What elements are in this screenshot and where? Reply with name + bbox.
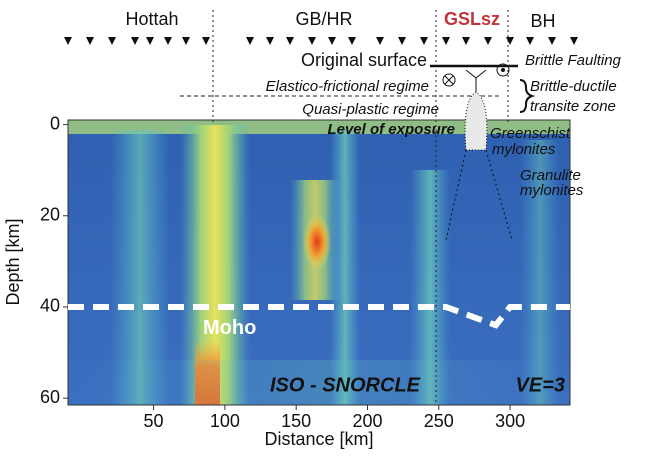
station [484,37,492,45]
y-tick-label: 0 [50,113,60,133]
stations [64,37,578,45]
annotation: transite zone [530,98,616,115]
annotation: Quasi-plastic regime [302,101,439,118]
station [64,37,72,45]
station [286,37,294,45]
annotation: Granulite [520,167,581,184]
annotation: Elastico-frictional regime [266,78,429,95]
x-tick-label: 300 [495,411,525,431]
station [420,37,428,45]
station [398,37,406,45]
y-tick-label: 60 [40,387,60,407]
station [348,37,356,45]
section-image [68,120,570,405]
station [182,37,190,45]
dividers [180,10,509,405]
y-axis-label: Depth [km] [3,218,23,305]
station [108,37,116,45]
x-axis-label: Distance [km] [264,429,373,449]
region-label: BH [530,11,555,31]
station [442,37,450,45]
y-tick-label: 40 [40,296,60,316]
station [146,37,154,45]
station [202,37,210,45]
annotation: Brittle-ductile [530,78,617,95]
station [526,37,534,45]
station [308,37,316,45]
station [86,37,94,45]
annotation: Original surface [301,50,427,70]
station [548,37,556,45]
y-tick-label: 20 [40,205,60,225]
station [266,37,274,45]
annotation: mylonites [492,141,556,158]
region-label: GSLsz [444,9,500,29]
annotation: Level of exposure [327,121,455,138]
station [506,37,514,45]
region-label: Hottah [125,9,178,29]
x-tick-label: 200 [352,411,382,431]
annotation: Greenschist [490,125,571,142]
station [570,37,578,45]
x-tick-label: 150 [281,411,311,431]
station [164,37,172,45]
station [328,37,336,45]
x-tick-label: 250 [424,411,454,431]
moho-line [68,303,570,329]
station [131,37,139,45]
x-tick-label: 100 [210,411,240,431]
station [462,37,470,45]
shear-zone-sketch [430,63,536,241]
region-label: GB/HR [295,9,352,29]
station [246,37,254,45]
series-label: Moho [203,317,256,339]
inset-label: ISO - SNORCLE [270,374,421,396]
annotation: Brittle Faulting [525,52,622,69]
plot-frame [67,119,571,406]
x-tick-label: 50 [144,411,164,431]
station [376,37,384,45]
annotation: mylonites [520,182,584,199]
inset-label: VE=3 [516,374,565,396]
